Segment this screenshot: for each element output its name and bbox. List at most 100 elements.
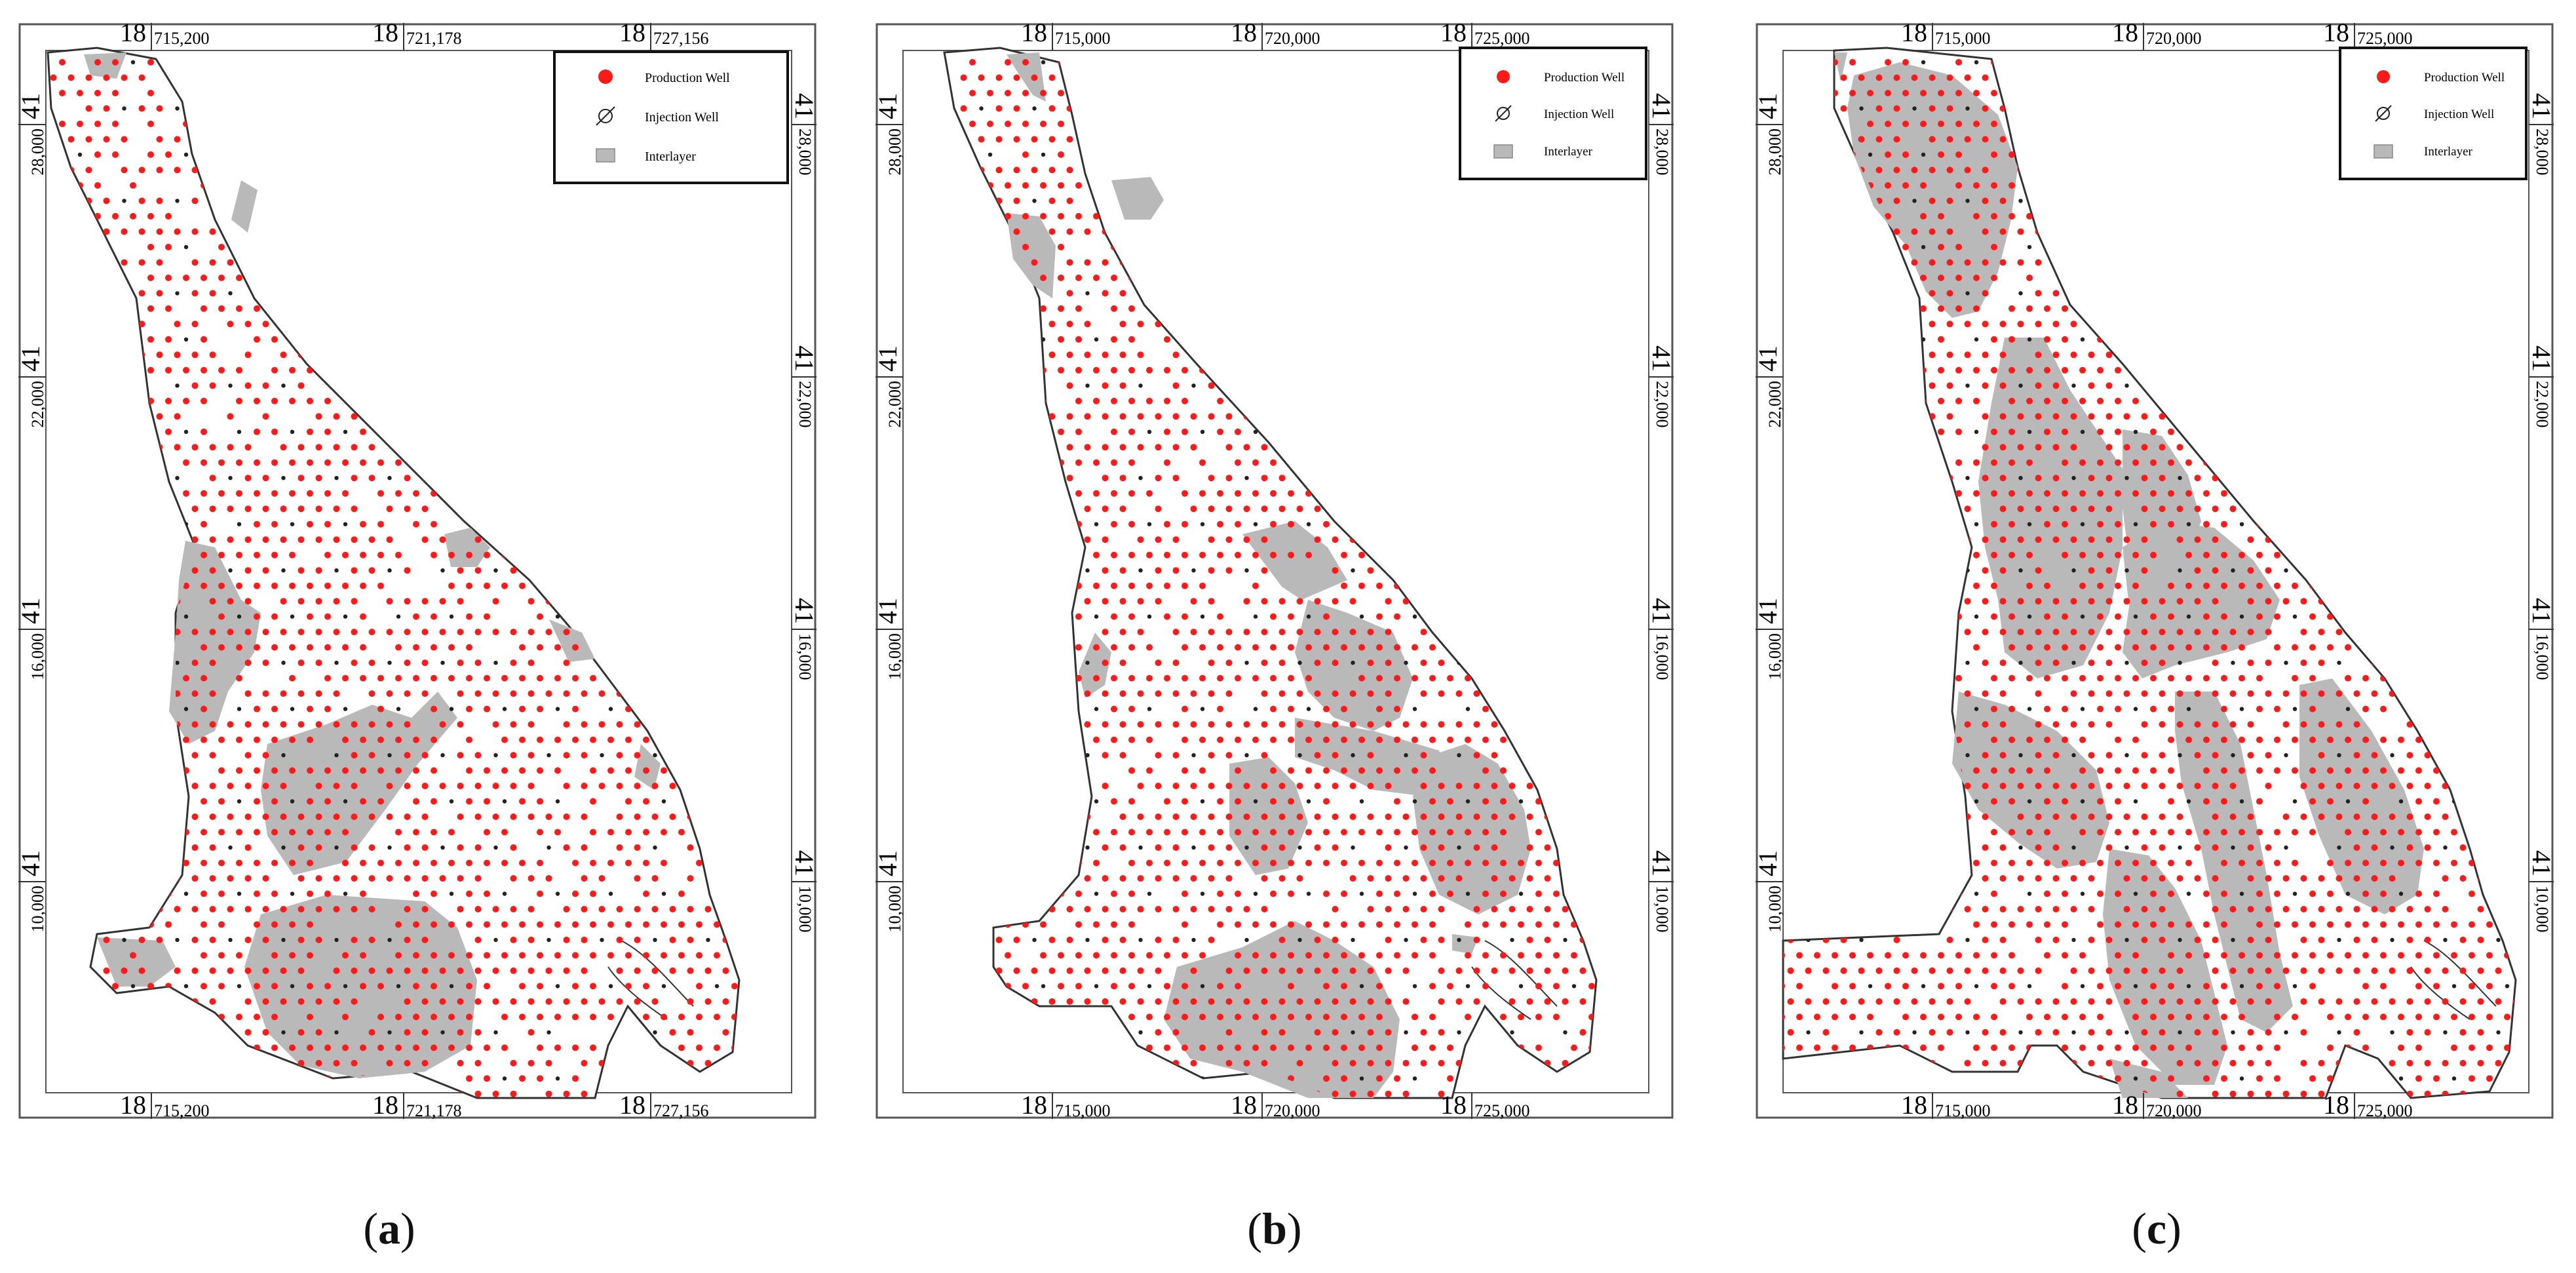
production-well-marker (1500, 459, 1507, 466)
production-well-marker (714, 1044, 720, 1051)
production-well-marker (59, 305, 66, 312)
production-well-marker (616, 813, 623, 820)
injection-well-marker (768, 338, 772, 342)
production-well-marker (307, 151, 313, 158)
production-well-marker (952, 151, 958, 158)
injection-well-marker (1404, 845, 1408, 850)
injection-well-marker (600, 753, 604, 758)
production-well-marker (1482, 644, 1489, 651)
production-well-marker (1235, 983, 1241, 990)
production-well-marker (1208, 536, 1215, 543)
production-well-marker (50, 321, 57, 328)
production-well-marker (1217, 121, 1223, 127)
production-well-marker (1332, 321, 1339, 328)
injection-well-marker (449, 152, 454, 157)
production-well-marker (324, 336, 331, 343)
production-well-marker (1633, 598, 1640, 604)
injection-well-marker (1457, 291, 1461, 296)
production-well-marker (1075, 829, 1082, 836)
production-well-marker (333, 228, 340, 235)
production-well-marker (1412, 397, 1418, 404)
production-well-marker (987, 675, 993, 682)
production-well-marker (466, 921, 472, 928)
production-well-marker (1172, 783, 1180, 789)
production-well-marker (1040, 829, 1047, 836)
production-well-marker (1500, 490, 1507, 497)
production-well-marker (333, 536, 340, 543)
production-well-marker (1208, 228, 1215, 235)
production-well-marker (1164, 1013, 1170, 1021)
production-well-marker (545, 967, 552, 974)
production-well-marker (749, 737, 756, 743)
production-well-marker (1172, 629, 1180, 636)
production-well-marker (1146, 1044, 1153, 1051)
production-well-marker (474, 166, 482, 174)
production-well-marker (1296, 629, 1303, 636)
production-well-marker (1102, 598, 1109, 605)
production-well-marker (377, 767, 384, 774)
production-well-marker (457, 659, 464, 667)
production-well-marker (121, 1059, 128, 1067)
injection-well-marker (1571, 799, 1577, 804)
production-well-marker (85, 136, 92, 143)
production-well-marker (1243, 444, 1250, 451)
production-well-marker (1420, 136, 1427, 143)
production-well-marker (916, 768, 923, 774)
production-well-marker (1535, 798, 1542, 805)
production-well-marker (528, 136, 535, 143)
production-well-marker (1420, 1028, 1427, 1036)
production-well-marker (227, 321, 234, 328)
production-well-marker (554, 644, 561, 651)
production-well-marker (1376, 336, 1383, 343)
production-well-marker (41, 244, 48, 250)
production-well-marker (439, 228, 446, 235)
production-well-marker (934, 583, 940, 589)
production-well-marker (492, 721, 499, 728)
production-well-marker (1022, 829, 1029, 836)
production-well-marker (492, 166, 499, 174)
y-tick-prefix: 41 (790, 850, 817, 876)
production-well-marker (995, 74, 1003, 81)
production-well-marker (298, 74, 305, 81)
production-well-marker (572, 705, 579, 713)
production-well-marker (201, 305, 207, 312)
production-well-marker (368, 351, 375, 359)
injection-well-marker (237, 891, 242, 896)
production-well-marker (528, 290, 535, 297)
production-well-marker (209, 875, 216, 882)
production-well-marker (687, 444, 694, 451)
production-well-marker (466, 644, 472, 651)
production-well-marker (50, 505, 57, 513)
injection-well-marker (759, 846, 763, 850)
production-well-marker (572, 859, 579, 867)
production-well-marker (1093, 1044, 1100, 1051)
production-well-marker (404, 998, 411, 1005)
production-well-marker (457, 197, 464, 205)
production-well-marker (59, 397, 66, 404)
production-well-marker (368, 936, 375, 943)
production-well-marker (722, 536, 729, 543)
production-well-marker (1376, 90, 1383, 96)
production-well-marker (952, 1044, 958, 1051)
injection-well-marker (706, 199, 710, 203)
production-well-marker (944, 413, 950, 420)
production-well-marker (174, 413, 181, 420)
production-well-marker (925, 413, 932, 420)
production-well-marker (978, 413, 985, 420)
production-well-marker (201, 520, 207, 528)
injection-well-marker (1041, 984, 1046, 989)
production-well-marker (1093, 459, 1100, 466)
production-well-marker (1058, 767, 1064, 774)
production-well-marker (271, 983, 278, 990)
injection-well-marker (1032, 845, 1037, 850)
production-well-marker (1500, 890, 1507, 897)
production-well-marker (634, 967, 641, 974)
injection-well-marker (926, 383, 930, 387)
production-well-marker (262, 783, 269, 789)
x-tick: 18 727,156 (619, 18, 709, 50)
production-well-marker (537, 1044, 543, 1051)
production-well-marker (687, 998, 694, 1005)
production-well-marker (289, 490, 296, 497)
production-well-marker (898, 798, 905, 805)
production-well-marker (1598, 382, 1604, 389)
